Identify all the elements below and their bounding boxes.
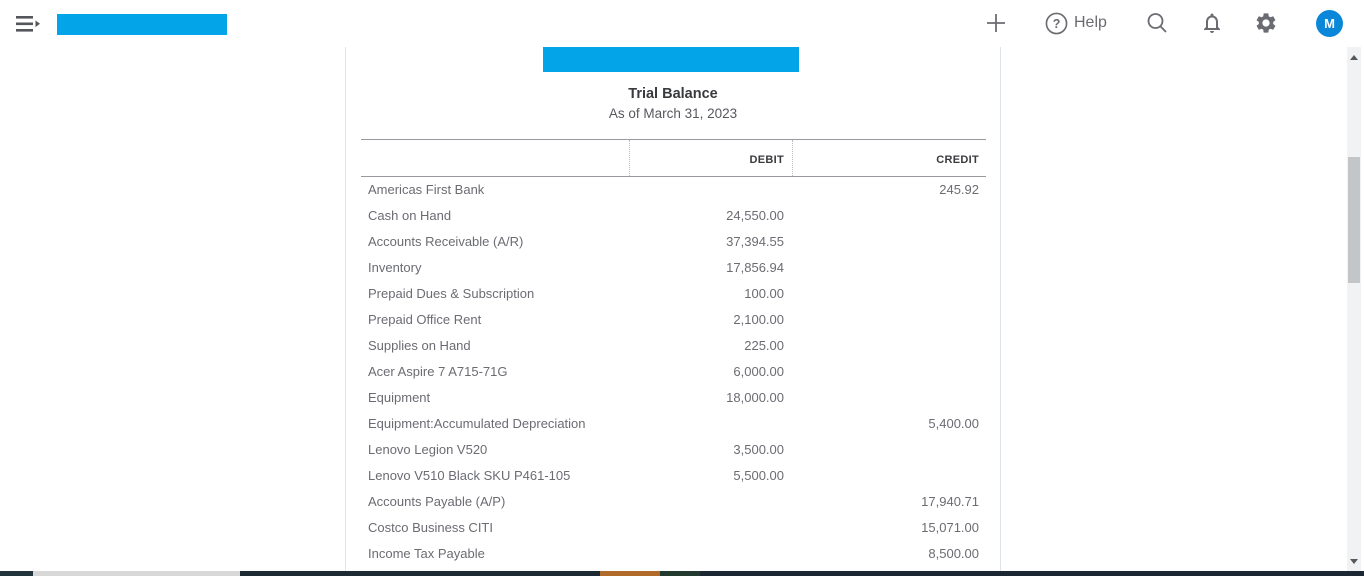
account-cell: Americas First Bank bbox=[368, 182, 485, 197]
taskbar-segment bbox=[700, 571, 1364, 576]
report-company-name-redacted bbox=[543, 47, 799, 72]
debit-amount[interactable]: 17,856.94 bbox=[726, 260, 784, 275]
taskbar-segment bbox=[600, 571, 660, 576]
account-cell: Accounts Payable (A/P) bbox=[368, 494, 506, 509]
debit-amount[interactable]: 24,550.00 bbox=[726, 208, 784, 223]
plus-icon[interactable] bbox=[985, 12, 1007, 39]
debit-column-header: DEBIT bbox=[629, 140, 792, 176]
debit-amount[interactable]: 3,500.00 bbox=[733, 442, 784, 457]
taskbar-sliver bbox=[0, 571, 1364, 576]
account-cell: Prepaid Office Rent bbox=[368, 312, 482, 327]
help-icon[interactable]: ? bbox=[1045, 12, 1068, 40]
account-cell: Equipment:Accumulated Depreciation bbox=[368, 416, 586, 431]
report-title: Trial Balance bbox=[628, 86, 718, 102]
report-subtitle: As of March 31, 2023 bbox=[608, 106, 738, 121]
topbar: ? Help M bbox=[0, 0, 1364, 47]
drawer-toggle-icon[interactable] bbox=[15, 13, 41, 35]
company-name-redacted bbox=[57, 14, 227, 35]
account-cell: Accounts Receivable (A/R) bbox=[368, 234, 524, 249]
account-cell: Prepaid Dues & Subscription bbox=[368, 286, 535, 301]
table-row: Acer Aspire 7 A715-71G 6,000.00 bbox=[361, 359, 986, 385]
table-row: Lenovo V510 Black SKU P461-105 5,500.00 bbox=[361, 463, 986, 489]
credit-amount[interactable]: 15,071.00 bbox=[921, 520, 979, 535]
table-row: Prepaid Office Rent 2,100.00 bbox=[361, 307, 986, 333]
taskbar-segment bbox=[240, 571, 600, 576]
account-cell: Lenovo Legion V520 bbox=[368, 442, 488, 457]
table-row: Costco Business CITI 15,071.00 bbox=[361, 515, 986, 541]
debit-amount[interactable]: 37,394.55 bbox=[726, 234, 784, 249]
taskbar-segment bbox=[660, 571, 700, 576]
table-row: Inventory 17,856.94 bbox=[361, 255, 986, 281]
debit-amount[interactable]: 225.00 bbox=[744, 338, 784, 353]
scrollbar-thumb[interactable] bbox=[1348, 157, 1360, 283]
scroll-down-arrow-icon[interactable] bbox=[1347, 553, 1361, 569]
taskbar-segment bbox=[0, 571, 33, 576]
trial-balance-table: DEBIT CREDIT Americas First Bank 245.92 Ca… bbox=[361, 139, 986, 567]
credit-amount[interactable]: 5,400.00 bbox=[928, 416, 979, 431]
account-cell: Acer Aspire 7 A715-71G bbox=[368, 364, 508, 379]
scroll-up-arrow-icon[interactable] bbox=[1347, 49, 1361, 65]
credit-amount[interactable]: 17,940.71 bbox=[921, 494, 979, 509]
table-row: Prepaid Dues & Subscription 100.00 bbox=[361, 281, 986, 307]
account-cell: Lenovo V510 Black SKU P461-105 bbox=[368, 468, 571, 483]
table-header-row: DEBIT CREDIT bbox=[361, 139, 986, 177]
account-cell: Supplies on Hand bbox=[368, 338, 471, 353]
debit-amount[interactable]: 100.00 bbox=[744, 286, 784, 301]
debit-amount[interactable]: 18,000.00 bbox=[726, 390, 784, 405]
table-row: Supplies on Hand 225.00 bbox=[361, 333, 986, 359]
account-cell: Costco Business CITI bbox=[368, 520, 493, 535]
bell-icon[interactable] bbox=[1200, 11, 1224, 40]
table-row: Equipment 18,000.00 bbox=[361, 385, 986, 411]
report-page: Trial Balance As of March 31, 2023 DEBIT… bbox=[345, 47, 1001, 571]
account-cell: Inventory bbox=[368, 260, 422, 275]
debit-amount[interactable]: 2,100.00 bbox=[733, 312, 784, 327]
debit-amount[interactable]: 5,500.00 bbox=[733, 468, 784, 483]
debit-amount[interactable]: 6,000.00 bbox=[733, 364, 784, 379]
table-row: Americas First Bank 245.92 bbox=[361, 177, 986, 203]
avatar[interactable]: M bbox=[1316, 10, 1343, 37]
credit-column-header: CREDIT bbox=[792, 140, 986, 176]
gear-icon[interactable] bbox=[1254, 11, 1278, 40]
table-row: Equipment:Accumulated Depreciation 5,400.… bbox=[361, 411, 986, 437]
report-table-body: Americas First Bank 245.92 Cash on Hand 24,… bbox=[361, 177, 986, 567]
account-cell: Equipment bbox=[368, 390, 431, 405]
account-cell: Income Tax Payable bbox=[368, 546, 485, 561]
account-cell: Cash on Hand bbox=[368, 208, 452, 223]
credit-amount[interactable]: 8,500.00 bbox=[928, 546, 979, 561]
table-row: Income Tax Payable 8,500.00 bbox=[361, 541, 986, 567]
help-button-label[interactable]: Help bbox=[1074, 14, 1107, 31]
avatar-initial: M bbox=[1324, 16, 1335, 31]
vertical-scrollbar[interactable] bbox=[1347, 47, 1361, 571]
table-row: Lenovo Legion V520 3,500.00 bbox=[361, 437, 986, 463]
table-row: Cash on Hand 24,550.00 bbox=[361, 203, 986, 229]
search-icon[interactable] bbox=[1145, 11, 1169, 40]
table-row: Accounts Payable (A/P) 17,940.71 bbox=[361, 489, 986, 515]
svg-text:?: ? bbox=[1053, 17, 1061, 31]
table-row: Accounts Receivable (A/R) 37,394.55 bbox=[361, 229, 986, 255]
account-column-header bbox=[361, 140, 629, 176]
credit-amount[interactable]: 245.92 bbox=[939, 182, 979, 197]
taskbar-segment bbox=[33, 571, 240, 576]
